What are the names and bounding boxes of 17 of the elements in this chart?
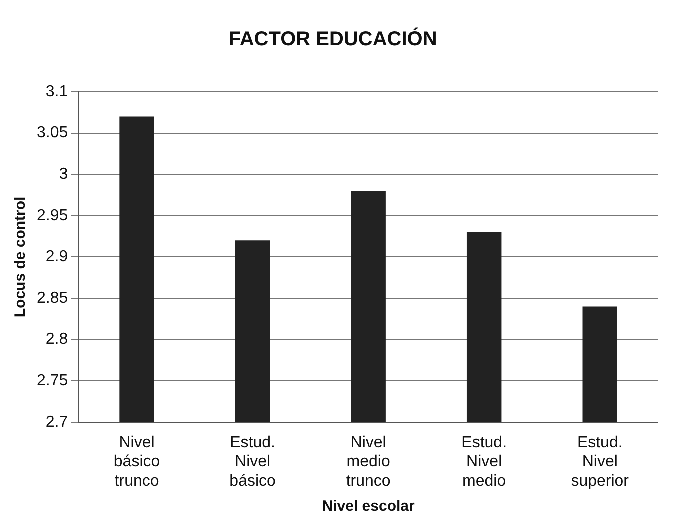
y-tick-label: 2.7 (46, 414, 68, 431)
y-tick-label: 2.95 (37, 207, 68, 224)
x-tick-label: Nivel medio trunco (346, 434, 391, 490)
y-tick-label: 2.85 (37, 290, 68, 307)
chart-title: FACTOR EDUCACIÓN (228, 28, 438, 51)
x-tick-label: Nivel básico trunco (114, 434, 160, 490)
y-tick-label: 2.8 (46, 331, 68, 348)
y-tick-label: 2.75 (37, 372, 68, 390)
x-tick-label: Estud. Nivel superior (571, 434, 630, 490)
y-axis-title: Locus de control (12, 196, 30, 318)
y-tick-label: 3.05 (37, 124, 68, 142)
x-axis-title: Nivel escolar (322, 498, 416, 516)
y-tick-label: 2.9 (46, 248, 68, 266)
x-tick-label: Estud. Nivel medio (462, 434, 508, 490)
y-tick-label: 3.1 (46, 83, 68, 100)
y-tick-label: 3 (59, 166, 68, 184)
x-tick-label: Estud. Nivel básico (230, 434, 276, 490)
